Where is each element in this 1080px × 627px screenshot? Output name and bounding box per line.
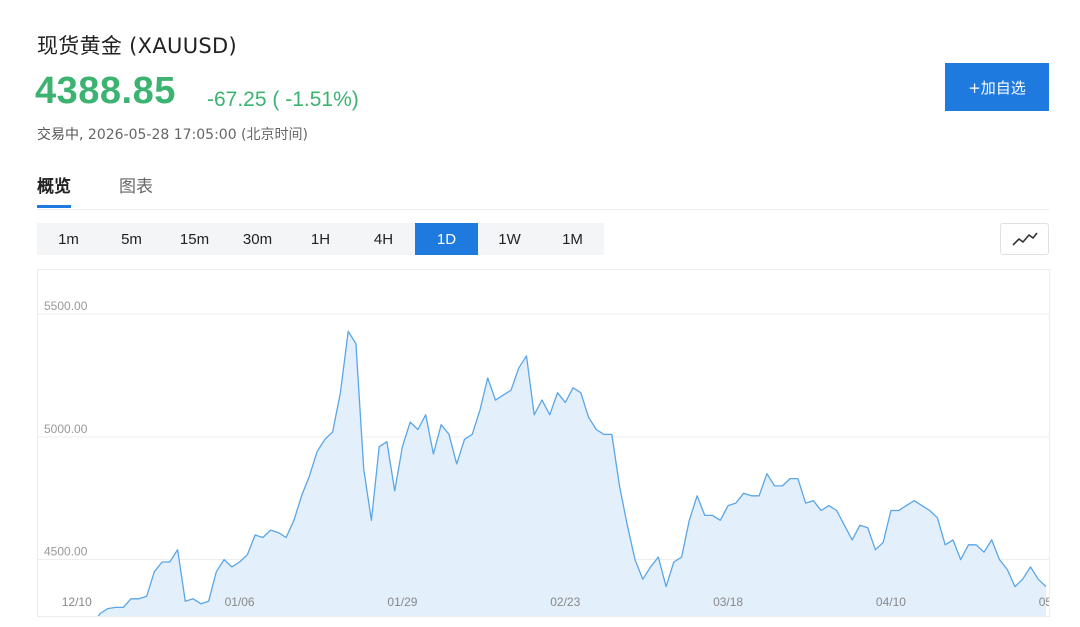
interval-1m[interactable]: 1m (58, 230, 79, 248)
x-tick-label: 01/06 (225, 595, 255, 609)
interval-1h[interactable]: 1H (310, 230, 331, 248)
y-tick-label: 5000.00 (44, 422, 88, 436)
line-chart-icon (1011, 232, 1038, 246)
tab-chart[interactable]: 图表 (119, 177, 153, 197)
price-change: -67.25 ( -1.51%) (207, 88, 359, 111)
x-tick-label: 02/23 (550, 595, 580, 609)
price-chart-svg: 5500.00 5000.00 4500.00 12/10 01/06 01/29 02/2… (38, 299, 1049, 616)
y-tick-label: 5500.00 (44, 299, 88, 313)
tab-overview[interactable]: 概览 (37, 172, 71, 208)
price-area-fill (38, 331, 1046, 616)
chart-type-button[interactable] (1000, 223, 1049, 255)
price-line (97, 330, 1047, 616)
current-price: 4388.85 (35, 70, 176, 112)
trading-status: 交易中, 2026-05-28 17:05:00 (北京时间) (37, 124, 308, 144)
x-tick-label: 05/05 (1039, 595, 1049, 609)
interval-15m[interactable]: 15m (179, 230, 210, 248)
x-tick-label: 03/18 (713, 595, 743, 609)
price-chart[interactable]: 5500.00 5000.00 4500.00 12/10 01/06 01/29 02/2… (37, 269, 1050, 617)
x-tick-label: 12/10 (62, 595, 92, 609)
interval-30m[interactable]: 30m (242, 230, 273, 248)
x-tick-label: 01/29 (387, 595, 417, 609)
x-tick-label: 04/10 (876, 595, 906, 609)
status-label: 交易中, (37, 127, 84, 143)
page-title: 现货黄金 (XAUUSD) (37, 34, 237, 58)
interval-1d[interactable]: 1D (415, 223, 478, 255)
interval-1w[interactable]: 1W (498, 230, 521, 248)
status-timestamp: 2026-05-28 17:05:00 (北京时间) (87, 127, 308, 143)
y-tick-label: 4500.00 (44, 545, 88, 559)
interval-5m[interactable]: 5m (121, 230, 142, 248)
interval-1mo[interactable]: 1M (562, 230, 583, 248)
tab-bar: 概览 图表 (37, 172, 1049, 210)
interval-4h[interactable]: 4H (373, 230, 394, 248)
interval-selector: 1m 5m 15m 30m 1H 4H 1D 1W 1M (37, 223, 604, 255)
add-watchlist-button[interactable]: +加自选 (945, 63, 1049, 111)
